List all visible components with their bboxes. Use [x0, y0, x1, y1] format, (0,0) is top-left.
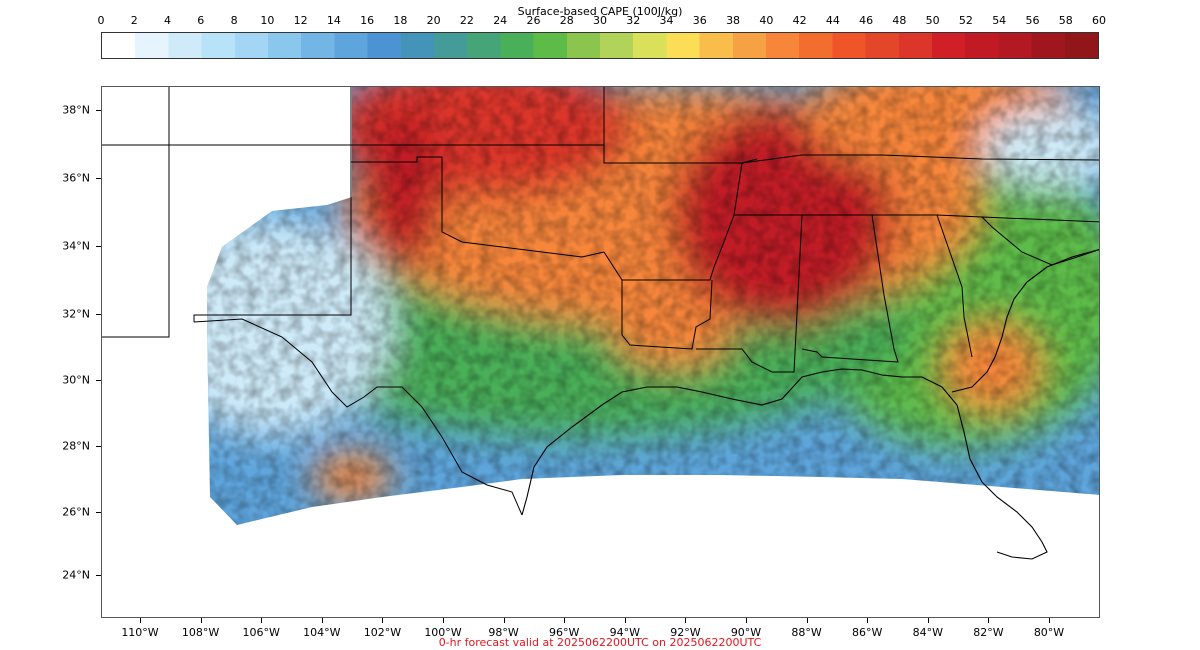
- map-panel: [101, 86, 1100, 618]
- longitude-label: 80°W: [1033, 626, 1065, 639]
- longitude-label: 106°W: [242, 626, 280, 639]
- latitude-label: 36°N: [62, 171, 90, 185]
- state-boundaries: [102, 87, 1099, 516]
- colorbar-tick-label: 2: [130, 14, 138, 27]
- longitude-label: 96°W: [549, 626, 580, 639]
- longitude-tick: [382, 618, 384, 623]
- longitude-label: 88°W: [791, 626, 822, 639]
- latitude-label: 38°N: [62, 103, 90, 117]
- colorbar-tick-label: 28: [559, 14, 574, 27]
- colorbar-tick-label: 50: [925, 14, 940, 27]
- latitude-tick: [96, 314, 101, 315]
- colorbar-tick-label: 18: [393, 14, 408, 27]
- colorbar: [101, 32, 1099, 59]
- longitude-label: 98°W: [488, 626, 519, 639]
- colorbar-tick-label: 32: [626, 14, 641, 27]
- colorbar-tick-label: 42: [792, 14, 807, 27]
- longitude-tick: [624, 618, 626, 623]
- colorbar-tick-label: 30: [593, 14, 607, 27]
- longitude-tick: [1049, 618, 1050, 623]
- colorbar-tick-label: 6: [197, 14, 205, 27]
- colorbar-tick-label: 22: [459, 14, 474, 27]
- longitude-tick: [867, 618, 869, 623]
- colorbar-tick-label: 0: [97, 14, 105, 27]
- longitude-tick: [443, 618, 444, 623]
- longitude-label: 110°W: [121, 626, 159, 639]
- longitude-tick: [685, 618, 687, 623]
- longitude-label: 90°W: [730, 626, 762, 639]
- latitude-tick: [96, 178, 101, 179]
- latitude-label: 28°N: [62, 439, 90, 453]
- colorbar-tick-label: 44: [825, 14, 840, 27]
- latitude-tick: [96, 446, 101, 447]
- latitude-tick: [96, 575, 101, 576]
- colorbar-tick-label: 52: [958, 14, 973, 27]
- longitude-label: 108°W: [181, 626, 220, 639]
- latitude-tick: [96, 512, 101, 513]
- longitude-tick: [927, 618, 929, 623]
- colorbar-tick-label: 10: [260, 14, 275, 27]
- latitude-label: 24°N: [62, 568, 90, 582]
- longitude-label: 100°W: [424, 626, 462, 639]
- colorbar-tick-label: 24: [493, 14, 508, 27]
- longitude-label: 86°W: [852, 626, 883, 639]
- colorbar-title: Surface-based CAPE (100J/kg): [517, 5, 683, 18]
- colorbar-tick-label: 4: [164, 14, 172, 27]
- longitude-tick: [564, 618, 566, 623]
- cape-field: [207, 87, 1099, 525]
- latitude-label: 32°N: [62, 307, 90, 321]
- coastlines: [521, 248, 1099, 560]
- forecast-valid-note: 0-hr forecast valid at 2025062200UTC on …: [438, 636, 762, 649]
- latitude-label: 34°N: [62, 239, 90, 253]
- longitude-tick: [806, 618, 808, 623]
- latitude-label: 26°N: [62, 505, 90, 519]
- longitude-label: 104°W: [303, 626, 341, 639]
- colorbar-tick-label: 16: [360, 14, 375, 27]
- longitude-label: 92°W: [670, 626, 701, 639]
- longitude-label: 94°W: [609, 626, 640, 639]
- colorbar-tick-labels: 0 2 4 6 8 10 12 14 16 18 20 22 24 26 28 30 32 34 36 38 40 42 4…: [0, 14, 1200, 32]
- colorbar-tick-label: 58: [1058, 14, 1073, 27]
- longitude-tick: [988, 618, 990, 623]
- colorbar-tick-label: 38: [726, 14, 741, 27]
- colorbar-tick-label: 46: [859, 14, 874, 27]
- colorbar-tick-label: 60: [1092, 14, 1106, 27]
- colorbar-tick-label: 34: [659, 14, 674, 27]
- longitude-label: 102°W: [363, 626, 402, 639]
- latitude-tick: [96, 110, 101, 111]
- colorbar-tick-label: 48: [892, 14, 907, 27]
- longitude-tick: [321, 618, 323, 623]
- longitude-tick: [503, 618, 505, 623]
- latitude-tick: [96, 380, 101, 381]
- colorbar-tick-label: 54: [992, 14, 1007, 27]
- colorbar-tick-label: 8: [230, 14, 238, 27]
- longitude-tick: [200, 618, 202, 623]
- colorbar-tick-label: 26: [526, 14, 541, 27]
- colorbar-tick-label: 14: [326, 14, 341, 27]
- longitude-tick: [140, 618, 141, 623]
- colorbar-tick-label: 40: [759, 14, 774, 27]
- longitude-tick: [746, 618, 747, 623]
- latitude-tick: [96, 246, 101, 247]
- longitude-label: 84°W: [912, 626, 943, 639]
- longitude-tick: [261, 618, 263, 623]
- colorbar-tick-label: 36: [692, 14, 707, 27]
- colorbar-tick-label: 12: [293, 14, 308, 27]
- colorbar-tick-label: 56: [1025, 14, 1040, 27]
- latitude-label: 30°N: [62, 373, 90, 387]
- colorbar-tick-label: 20: [426, 14, 441, 27]
- cape-map: [102, 87, 1099, 560]
- longitude-label: 82°W: [973, 626, 1004, 639]
